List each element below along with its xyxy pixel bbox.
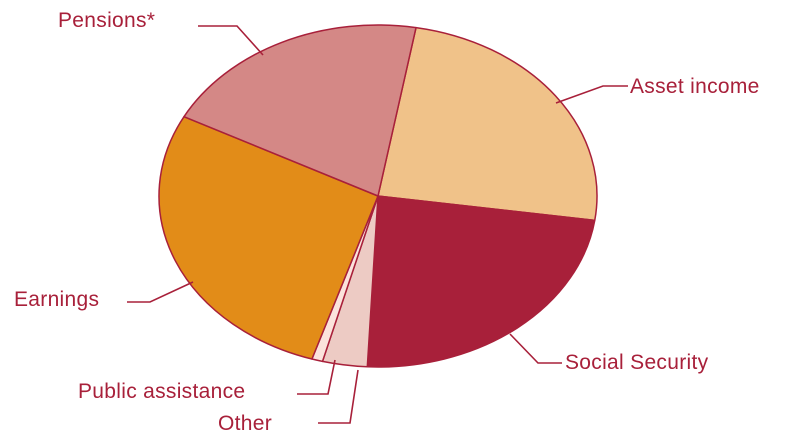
label-social-security: Social Security: [565, 351, 709, 374]
label-public-assistance: Public assistance: [78, 380, 245, 403]
leader-earnings: [127, 281, 194, 303]
leader-social-security: [509, 333, 562, 364]
slice-pensions: [183, 24, 417, 197]
leader-other: [318, 369, 359, 424]
pie-slices: [158, 24, 598, 368]
leader-public-assistance: [297, 359, 336, 395]
leader-pensions: [198, 25, 264, 56]
leader-lines: [127, 25, 628, 424]
label-earnings: Earnings: [14, 288, 99, 311]
label-pensions: Pensions*: [58, 9, 155, 32]
slice-social-security: [366, 195, 596, 368]
leader-asset-income: [555, 85, 628, 104]
label-asset-income: Asset income: [630, 75, 760, 98]
slice-earnings: [158, 115, 379, 360]
slice-asset-income: [377, 26, 598, 222]
label-other: Other: [218, 412, 272, 435]
slice-labels: Pensions* Asset income Earnings Social S…: [14, 9, 760, 435]
